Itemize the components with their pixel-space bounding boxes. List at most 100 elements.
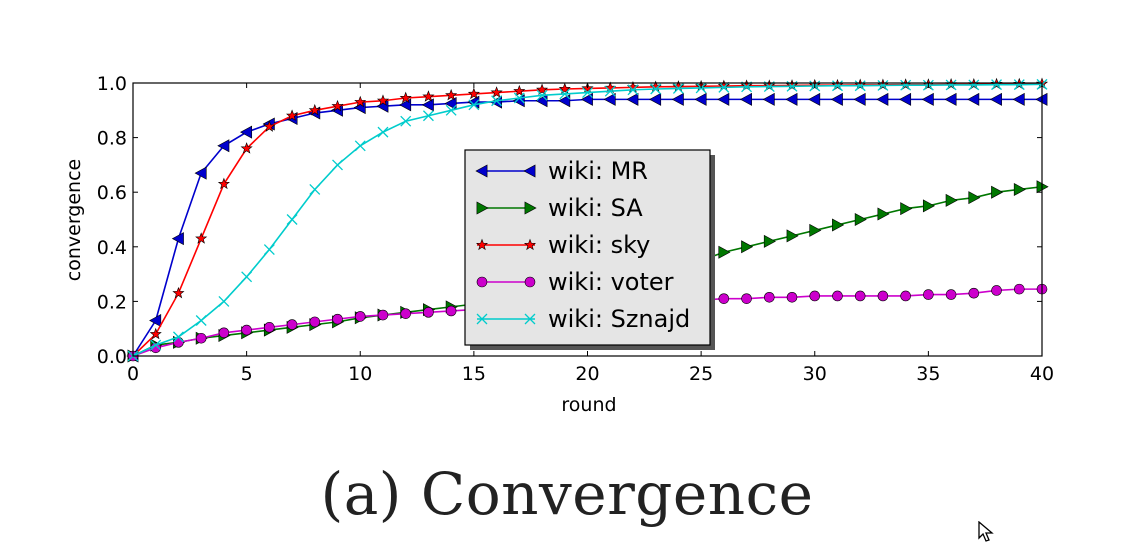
data-point [467, 87, 480, 100]
data-point [991, 185, 1004, 199]
data-point [536, 89, 548, 101]
data-point [877, 207, 890, 221]
data-point [377, 126, 389, 138]
legend-marker [476, 313, 488, 325]
legend-marker [475, 164, 488, 178]
data-point [445, 104, 457, 116]
data-point [854, 212, 867, 227]
legend-marker [524, 201, 537, 215]
y-tick-label: 0.0 [97, 346, 127, 368]
mouse-cursor-icon [978, 521, 994, 542]
data-point [763, 79, 776, 91]
legend-marker [524, 276, 536, 288]
data-point [286, 214, 298, 225]
data-point [785, 79, 799, 91]
x-tick-label: 25 [689, 363, 713, 385]
data-point [944, 92, 957, 106]
data-point [830, 92, 843, 106]
data-point [217, 177, 230, 190]
legend-label: wiki: voter [548, 268, 674, 296]
legend-entry: wiki: MR [475, 157, 648, 185]
data-point [582, 87, 593, 99]
data-point [945, 79, 957, 91]
data-point [240, 142, 253, 154]
data-point [786, 229, 799, 243]
data-point [149, 314, 162, 328]
data-point [968, 191, 981, 205]
data-point [741, 293, 752, 304]
data-point [853, 92, 866, 106]
data-point [580, 92, 593, 106]
data-point [718, 81, 730, 93]
x-tick-label: 40 [1030, 363, 1054, 385]
data-point [239, 125, 253, 139]
data-point [649, 92, 662, 106]
legend-marker [524, 313, 536, 325]
y-tick-label: 0.4 [97, 237, 127, 259]
data-point [762, 92, 775, 106]
data-point [650, 83, 662, 95]
x-tick-label: 10 [348, 363, 372, 385]
data-point [809, 290, 821, 302]
data-point [354, 311, 366, 322]
legend-marker [476, 276, 488, 288]
data-point [786, 292, 798, 303]
data-point [491, 95, 503, 107]
data-point [923, 289, 934, 300]
data-point [331, 99, 344, 112]
legend-entry: wiki: Sznajd [476, 305, 690, 333]
data-point [468, 99, 480, 111]
data-point [150, 339, 162, 351]
data-point [832, 290, 843, 302]
data-point [921, 92, 934, 106]
data-point [513, 92, 525, 104]
data-point [195, 232, 208, 244]
data-point [671, 92, 684, 106]
x-tick-label: 5 [241, 363, 253, 385]
data-point [444, 96, 457, 110]
y-tick-label: 1.0 [97, 73, 127, 95]
data-point [991, 285, 1002, 296]
data-point [149, 327, 162, 340]
legend-entry: wiki: SA [476, 194, 643, 222]
y-tick-label: 0.2 [97, 291, 127, 313]
data-point [194, 166, 207, 180]
data-point [332, 313, 343, 325]
legend-marker [523, 164, 536, 178]
data-point [922, 199, 936, 213]
data-point [423, 307, 434, 318]
data-point [400, 308, 412, 319]
data-point [354, 95, 367, 108]
x-tick-label: 15 [462, 363, 486, 385]
legend-label: wiki: sky [548, 231, 650, 259]
legend-entry: wiki: voter [476, 268, 674, 296]
series-wiki-sznajd [127, 78, 1048, 362]
data-point [376, 94, 390, 106]
data-point [421, 98, 434, 112]
data-point [991, 79, 1003, 91]
data-point [900, 290, 911, 302]
y-tick-label: 0.8 [97, 128, 127, 150]
data-point [445, 88, 458, 101]
data-point [308, 103, 321, 116]
data-point [309, 316, 321, 328]
data-point [968, 79, 980, 91]
data-point [968, 287, 980, 299]
data-point [876, 92, 889, 106]
data-point [195, 332, 207, 344]
data-point [739, 92, 752, 106]
legend-marker [475, 238, 489, 251]
data-point [286, 109, 299, 121]
data-point [195, 315, 207, 326]
data-point [286, 319, 298, 330]
data-point [877, 79, 889, 91]
data-point [171, 232, 184, 246]
data-point [263, 244, 275, 255]
data-point [854, 290, 866, 302]
y-axis-label: convergence [63, 159, 85, 281]
data-point [967, 92, 980, 106]
data-point [1012, 92, 1025, 106]
data-point [241, 324, 252, 336]
data-point [513, 84, 526, 97]
